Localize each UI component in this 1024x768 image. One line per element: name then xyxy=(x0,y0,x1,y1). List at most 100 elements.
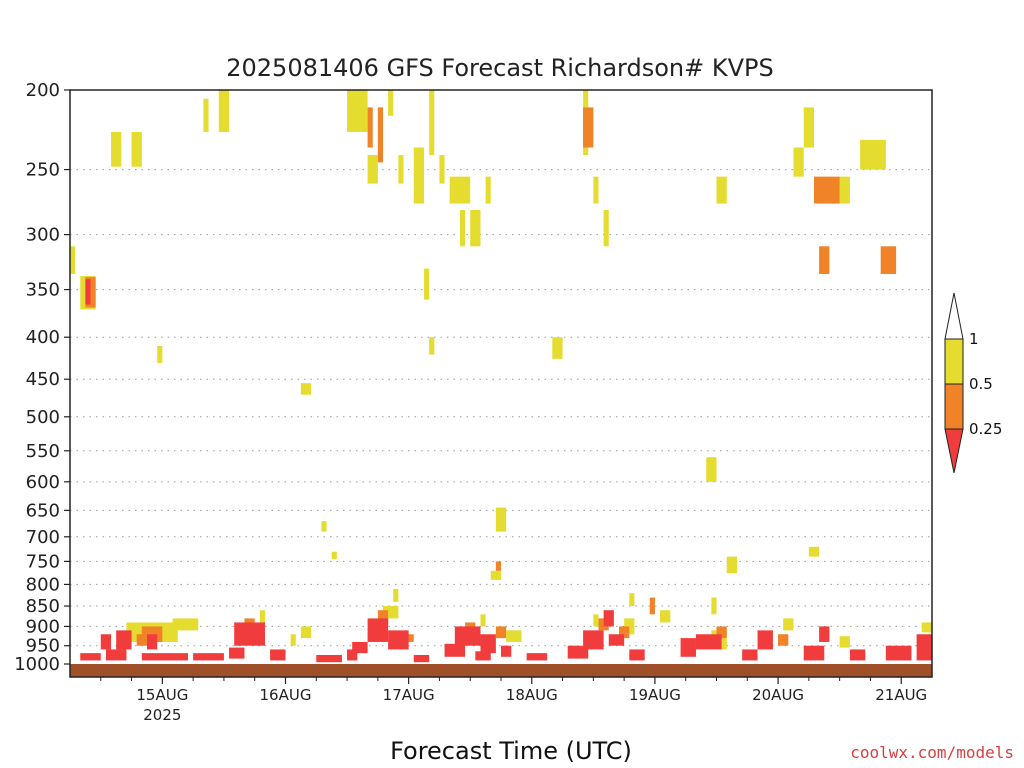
ri-cell xyxy=(321,521,327,532)
ri-cell xyxy=(593,176,599,204)
ri-cell xyxy=(603,610,614,627)
ri-cell xyxy=(552,337,563,359)
ri-cell xyxy=(136,634,147,646)
colorbar-label: 1 xyxy=(969,330,979,348)
ri-cell xyxy=(480,634,496,654)
ri-cell xyxy=(116,630,132,650)
ri-cell xyxy=(583,107,594,148)
y-tick-label: 350 xyxy=(26,280,60,301)
ri-cell xyxy=(490,570,501,580)
ri-cell xyxy=(695,634,722,650)
x-axis-label: Forecast Time (UTC) xyxy=(390,737,632,765)
ri-cell xyxy=(203,98,209,133)
x-tick-label: 17AUG xyxy=(383,686,435,704)
ri-cell xyxy=(803,645,825,661)
ri-cell xyxy=(259,610,265,623)
ri-cell xyxy=(593,614,599,627)
chart-title: 2025081406 GFS Forecast Richardson# KVPS xyxy=(226,54,774,82)
x-tick-sublabel: 2025 xyxy=(143,706,181,724)
ri-cell xyxy=(711,597,717,615)
colorbar: 1 0.5 0.25 xyxy=(944,292,1002,474)
ri-cell xyxy=(803,107,814,148)
ri-cell xyxy=(367,107,373,148)
y-tick-label: 500 xyxy=(26,407,60,428)
surface-band xyxy=(70,664,932,677)
y-tick-label: 600 xyxy=(26,472,60,493)
colorbar-label: 0.5 xyxy=(969,375,993,393)
colorbar-bottom-triangle xyxy=(944,428,964,474)
surface-ground xyxy=(70,664,932,677)
ri-cell xyxy=(880,246,897,274)
y-tick-label: 1000 xyxy=(14,654,60,675)
y-tick-label: 700 xyxy=(26,527,60,548)
ri-cell xyxy=(501,645,512,657)
ri-cell xyxy=(475,651,491,661)
ri-cell xyxy=(429,90,435,156)
ri-cell xyxy=(916,634,932,661)
y-axis-ticks: 200 250 300 350 400 450 500 550 600 650 700 7508008… xyxy=(14,80,70,675)
ri-cell xyxy=(783,618,794,631)
ri-cell xyxy=(70,246,76,274)
ri-cell xyxy=(819,626,830,642)
ri-cell xyxy=(439,155,445,184)
x-tick-label: 21AUG xyxy=(875,686,927,704)
ri-cell xyxy=(680,638,696,657)
ri-cell xyxy=(839,176,850,204)
credit-text: coolwx.com/models xyxy=(850,743,1014,762)
ri-cell xyxy=(619,626,630,639)
data-cells xyxy=(70,90,932,663)
x-tick-label: 20AUG xyxy=(752,686,804,704)
y-tick-label: 750 xyxy=(26,551,60,572)
ri-cell xyxy=(347,649,358,661)
y-tick-label: 850 xyxy=(26,596,60,617)
ri-cell xyxy=(485,176,491,204)
y-tick-label: 450 xyxy=(26,369,60,390)
ri-cell xyxy=(706,457,717,482)
ri-cell xyxy=(141,653,189,661)
gridlines xyxy=(70,169,932,647)
ri-cell xyxy=(470,210,481,247)
ri-cell xyxy=(808,546,820,557)
ri-cell xyxy=(778,634,789,646)
ri-cell xyxy=(347,90,368,133)
ri-cell xyxy=(218,90,230,133)
ri-cell xyxy=(506,630,522,642)
ri-cell xyxy=(234,622,265,646)
ri-cell xyxy=(454,626,481,646)
ri-cell xyxy=(757,630,773,650)
ri-cell xyxy=(331,551,337,560)
ri-cell xyxy=(495,626,507,639)
ri-cell xyxy=(413,654,430,663)
ri-cell xyxy=(300,626,312,639)
ri-cell xyxy=(85,279,91,305)
y-tick-label: 900 xyxy=(26,616,60,637)
ri-cell xyxy=(629,593,635,607)
ri-cell xyxy=(270,649,286,661)
ri-cell xyxy=(229,647,245,659)
y-tick-label: 800 xyxy=(26,574,60,595)
x-tick-label: 19AUG xyxy=(629,686,681,704)
ri-cell xyxy=(885,645,912,661)
ri-cell xyxy=(398,155,404,184)
x-axis-ticks: 15AUG 2025 16AUG 17AUG 18AUG 19AUG 20AUG 21AUG xyxy=(100,677,927,724)
ri-cell xyxy=(459,210,466,247)
ri-cell xyxy=(921,622,932,633)
ri-cell xyxy=(608,634,625,646)
ri-cell xyxy=(377,107,383,163)
colorbar-label: 0.25 xyxy=(969,420,1002,438)
ri-cell xyxy=(860,139,886,170)
ri-cell xyxy=(105,649,127,661)
ri-cell xyxy=(172,618,199,631)
ri-cell xyxy=(290,634,296,646)
ri-cell xyxy=(388,90,394,116)
ri-cell xyxy=(819,246,830,274)
ri-cell xyxy=(839,636,850,648)
ri-cell xyxy=(131,132,142,167)
colorbar-segment xyxy=(944,383,964,430)
ri-cell xyxy=(526,653,548,661)
y-tick-label: 200 xyxy=(26,80,60,101)
ri-cell xyxy=(716,176,727,204)
ri-cell xyxy=(660,610,671,623)
ri-cell xyxy=(716,626,727,639)
